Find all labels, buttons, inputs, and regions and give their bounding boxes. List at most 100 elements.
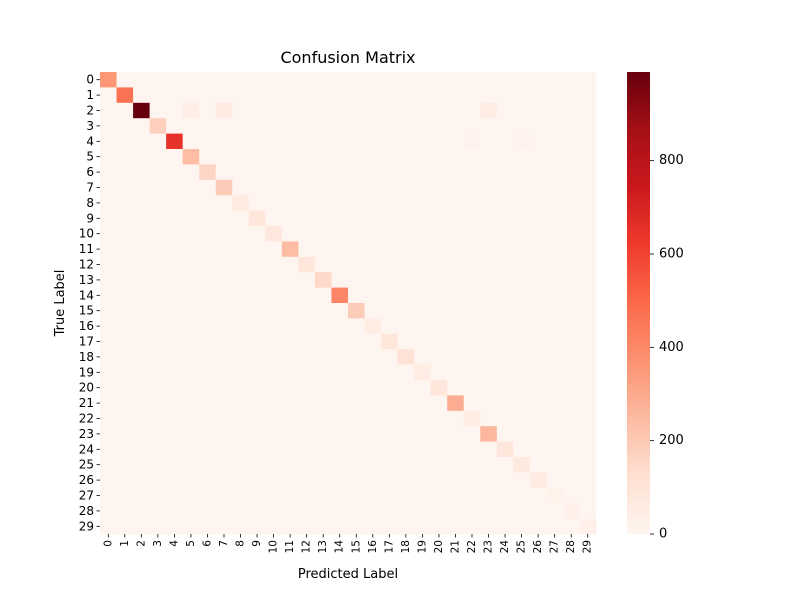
heatmap-cell [430,503,448,519]
heatmap-cell [513,210,531,227]
heatmap-cell [314,149,332,165]
heatmap-cell [463,118,481,134]
heatmap-cell [298,333,316,350]
heatmap-cell [480,102,498,119]
heatmap-cell [414,118,432,134]
heatmap-cell [513,102,531,119]
heatmap-cell [414,87,432,104]
heatmap-cell [447,226,465,242]
heatmap-cell [546,410,564,427]
heatmap-cell [281,210,299,227]
heatmap-cell [331,256,349,273]
heatmap-cell [149,256,167,273]
heatmap-cell [281,364,299,381]
heatmap-cell [199,503,217,519]
heatmap-cell [298,318,316,335]
heatmap-cell [463,226,481,242]
heatmap-cell [529,349,547,365]
heatmap-cell [182,149,200,165]
heatmap-cell [314,195,332,211]
heatmap-cell [513,364,531,381]
heatmap-cell [414,102,432,119]
heatmap-cell [166,287,184,304]
heatmap-cell [480,179,498,196]
heatmap-cell [430,318,448,335]
heatmap-cell [480,364,498,381]
heatmap-cell [166,210,184,227]
heatmap-cell [414,318,432,335]
heatmap-cell [116,241,134,258]
heatmap-cell [496,149,514,165]
y-tick-label: 12 [79,258,94,272]
heatmap-cell [546,349,564,365]
x-tick-label: 1 [119,540,131,547]
heatmap-cell [546,318,564,335]
heatmap-cell [166,303,184,319]
heatmap-cell [166,133,184,150]
heatmap-cell [414,210,432,227]
heatmap-cell [149,210,167,227]
heatmap-cell [133,72,150,88]
heatmap-cell [447,364,465,381]
heatmap-cell [133,303,150,319]
y-tick-label: 24 [79,442,94,456]
heatmap-cell [414,395,432,412]
heatmap-cell [133,149,150,165]
heatmap-cell [133,164,150,181]
heatmap-cell [232,364,250,381]
heatmap-cell [496,256,514,273]
heatmap-cell [430,179,448,196]
heatmap-cell [331,118,349,134]
heatmap-cell [546,395,564,412]
heatmap-cell [248,272,266,288]
heatmap-cell [265,272,283,288]
heatmap-cell [430,518,448,535]
heatmap-cell [480,164,498,181]
heatmap-cell [529,457,547,473]
heatmap-cell [248,287,266,304]
heatmap-cell [298,518,316,535]
heatmap-cell [463,472,481,489]
heatmap-cell [232,226,250,242]
heatmap-cell [397,349,415,365]
heatmap-cell [265,457,283,473]
heatmap-cell [100,210,117,227]
heatmap-cell [579,210,597,227]
heatmap-cell [447,179,465,196]
heatmap-cell [215,179,233,196]
colorbar-tick-label: 200 [659,433,684,448]
heatmap-cell [364,87,382,104]
heatmap-cell [414,149,432,165]
heatmap-cell [149,457,167,473]
heatmap-cell [546,333,564,350]
heatmap-cell [496,503,514,519]
heatmap-cell [331,164,349,181]
heatmap-cell [182,364,200,381]
heatmap-cell [133,272,150,288]
heatmap-cell [546,87,564,104]
heatmap-cell [397,318,415,335]
heatmap-cell [314,364,332,381]
heatmap-cell [100,395,117,412]
heatmap-cell [364,318,382,335]
heatmap-cell [298,87,316,104]
heatmap-cell [546,472,564,489]
heatmap-cell [166,164,184,181]
heatmap-cell [298,503,316,519]
heatmap-cell [480,118,498,134]
heatmap-cell [248,457,266,473]
heatmap-cell [496,164,514,181]
heatmap-cell [397,441,415,458]
heatmap-cell [232,487,250,504]
heatmap-cell [248,518,266,535]
heatmap-cell [298,164,316,181]
heatmap-cell [397,133,415,150]
heatmap-cell [215,364,233,381]
heatmap-cell [463,380,481,396]
heatmap-cell [199,380,217,396]
heatmap-cell [232,164,250,181]
heatmap-cell [381,210,398,227]
heatmap-cell [199,410,217,427]
heatmap-cell [397,179,415,196]
